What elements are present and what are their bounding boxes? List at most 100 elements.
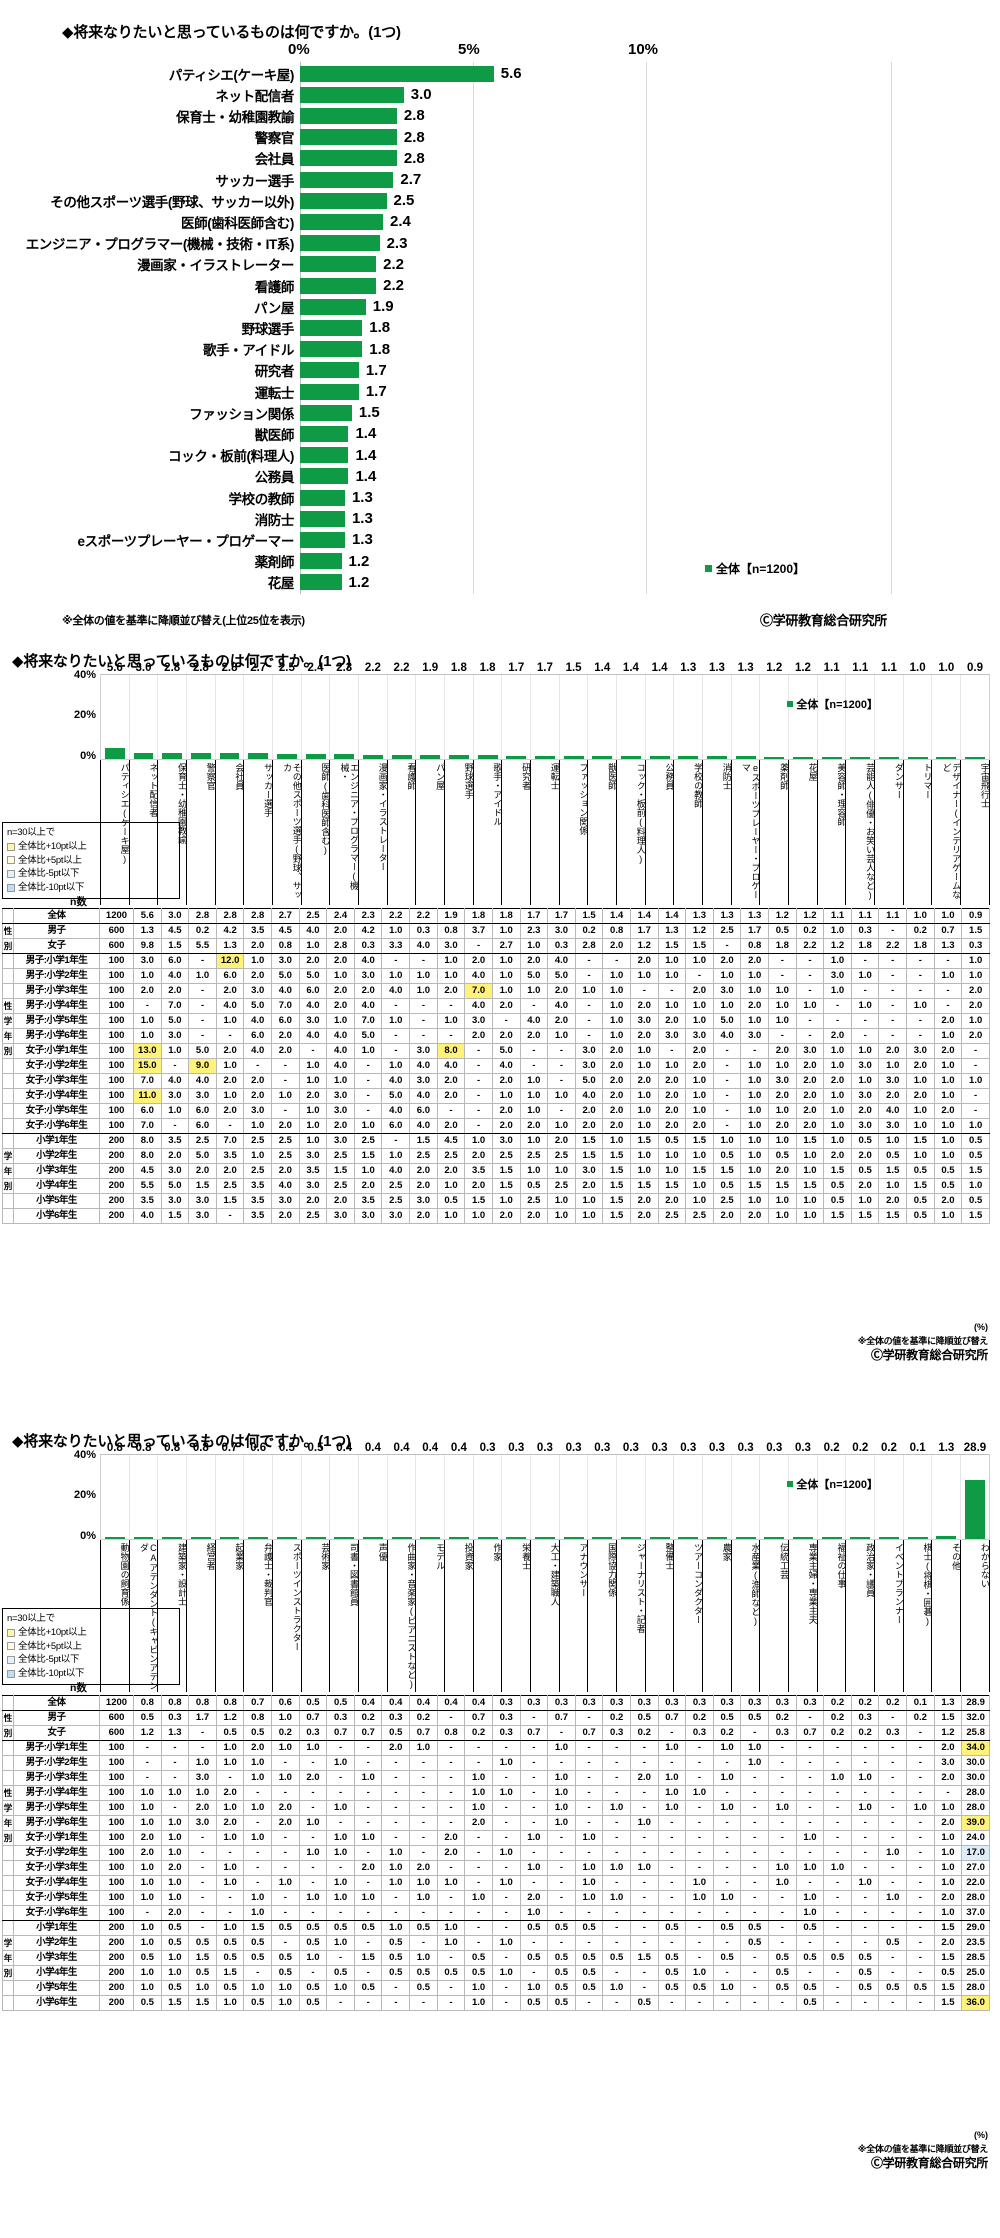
- table-cell: 0.5: [906, 1193, 935, 1209]
- table-cell: -: [961, 1088, 990, 1104]
- table-cell: 0.7: [657, 1710, 687, 1726]
- column-header-label: わからない: [961, 1540, 990, 1692]
- column-value-label: 2.2: [364, 662, 381, 674]
- table-cell: -: [547, 1755, 576, 1771]
- table-cell: -: [933, 953, 963, 969]
- table-cell: 2.0: [850, 1178, 880, 1194]
- table-cell: 4.0: [712, 1028, 742, 1044]
- table-cell: 2.0: [188, 1800, 217, 1816]
- table-cell: -: [160, 1740, 190, 1756]
- table-cell: 1.0: [436, 1178, 466, 1194]
- column-cell: 1.7: [502, 662, 532, 759]
- table-cell: 1.0: [353, 1163, 383, 1179]
- table-cell: 0.5: [823, 1178, 852, 1194]
- column-bar: [793, 756, 813, 759]
- table-cell: 2.0: [823, 1028, 852, 1044]
- column-cell: 2.8: [158, 662, 188, 759]
- table-cell: 3.0: [878, 1118, 908, 1134]
- table-cell: 0.3: [712, 1695, 742, 1711]
- table-cell: 1.0: [464, 1995, 493, 2011]
- table-cell: 1.0: [271, 1740, 300, 1756]
- table-cell: -: [685, 1845, 714, 1861]
- section2-n-label: n数: [70, 896, 87, 908]
- table-cell: 0.5: [795, 1980, 825, 1996]
- column-header-label: 農家: [703, 1540, 732, 1692]
- table-cell: -: [712, 1073, 742, 1089]
- row-label: 小学6年生: [13, 1995, 100, 2011]
- table-cell: 1.0: [878, 1178, 908, 1194]
- table-cell: -: [795, 968, 825, 984]
- bar-row: 研究者 1.7: [255, 360, 892, 381]
- column-cell: 1.2: [789, 662, 818, 759]
- table-cell: -: [464, 1845, 493, 1861]
- table-cell: 1.0: [215, 1860, 245, 1876]
- table-cell: 28.0: [961, 1980, 990, 1996]
- table-cell: 1.0: [436, 953, 466, 969]
- table-cell: 1.0: [133, 1028, 162, 1044]
- table-cell: 1.0: [657, 1770, 687, 1786]
- row-group-label: [2, 1695, 14, 1711]
- table-cell: 0.5: [657, 1980, 687, 1996]
- column-cell: 1.3: [932, 1442, 962, 1539]
- section3-column-headers: 動物園の飼育係 CAアテンダント(キャビンアテンダ 建築家・設計士 経営者 起業家 弁護士…: [100, 1540, 990, 1692]
- table-cell: 13.0: [133, 1043, 162, 1059]
- table-cell: 0.5: [188, 1935, 217, 1951]
- gridline-10: [646, 62, 647, 594]
- table-cell: -: [353, 1800, 383, 1816]
- column-header-label: 国際協力関係: [588, 1540, 618, 1692]
- table-cell: 3.0: [160, 1088, 190, 1104]
- table-cell: 1.5: [933, 1950, 963, 1966]
- table-cell: 1.0: [657, 953, 687, 969]
- column-cell: 0.3: [732, 1442, 761, 1539]
- bar-category-label: コック・板前(料理人): [168, 449, 294, 465]
- table-cell: -: [740, 1995, 770, 2011]
- table-cell: -: [491, 1830, 521, 1846]
- bar-value-label: 2.2: [383, 255, 404, 273]
- table-cell: -: [850, 1905, 880, 1921]
- table-cell: 0.8: [602, 923, 631, 939]
- column-value-label: 0.8: [164, 1442, 181, 1454]
- key-label: 全体比+10pt以上: [18, 1626, 87, 1638]
- table-cell: 0.4: [436, 1695, 466, 1711]
- table-cell: 2.0: [271, 1118, 300, 1134]
- bar-row: 漫画家・イラストレーター 2.2: [137, 254, 892, 275]
- table-cell: 4.0: [409, 1088, 438, 1104]
- table-cell: -: [574, 1028, 604, 1044]
- table-cell: -: [768, 1740, 797, 1756]
- table-cell: -: [188, 1860, 217, 1876]
- table-cell: 0.3: [629, 1695, 659, 1711]
- table-cell: 1.0: [629, 1088, 659, 1104]
- table-cell: -: [850, 1755, 880, 1771]
- bar-row: 学校の教師 1.3: [229, 487, 892, 508]
- bar-value-label: 1.7: [365, 361, 387, 379]
- table-cell: 2.4: [326, 908, 355, 924]
- column-value-label: 0.4: [364, 1442, 381, 1454]
- table-cell: 1.5: [657, 938, 687, 954]
- table-cell: -: [353, 1103, 383, 1119]
- table-cell: 1.0: [740, 983, 770, 999]
- table-cell: 1.0: [574, 1860, 604, 1876]
- table-cell: -: [326, 1950, 355, 1966]
- table-row: 学小学2年生 200 8.0 2.0 5.0 3.5 1.0 2.5 3.0 2.5 1.5 1.0 2…: [2, 1148, 990, 1164]
- bar-category-label: 研究者: [254, 364, 295, 380]
- table-cell: 3.0: [906, 1043, 935, 1059]
- table-cell: -: [602, 1875, 631, 1891]
- table-cell: 0.5: [381, 1725, 411, 1741]
- table-cell: 2.0: [491, 998, 521, 1014]
- table-cell: 3.0: [188, 1208, 217, 1224]
- table-cell: -: [436, 1710, 466, 1726]
- table-cell: -: [491, 1770, 521, 1786]
- table-cell: -: [795, 1785, 825, 1801]
- row-n-value: 100: [99, 1058, 134, 1074]
- column-bar: [735, 756, 756, 759]
- table-cell: -: [906, 1890, 935, 1906]
- bar-value-label: 2.5: [393, 192, 415, 210]
- table-cell: 0.5: [215, 1950, 245, 1966]
- column-header-label: eスポーツプレーヤー・プロゲーマ: [732, 760, 761, 905]
- y-tick-40: 40%: [73, 669, 96, 681]
- column-cell: 2.3: [330, 662, 360, 759]
- section3-plot-area: 0.8 0.8 0.8 0.8 0.7 0.6 0.5 0.5 0.4 0.4 0.4 0.4 0.4 0…: [100, 1442, 990, 1540]
- column-value-label: 1.2: [766, 662, 783, 674]
- table-cell: 0.5: [574, 1965, 604, 1981]
